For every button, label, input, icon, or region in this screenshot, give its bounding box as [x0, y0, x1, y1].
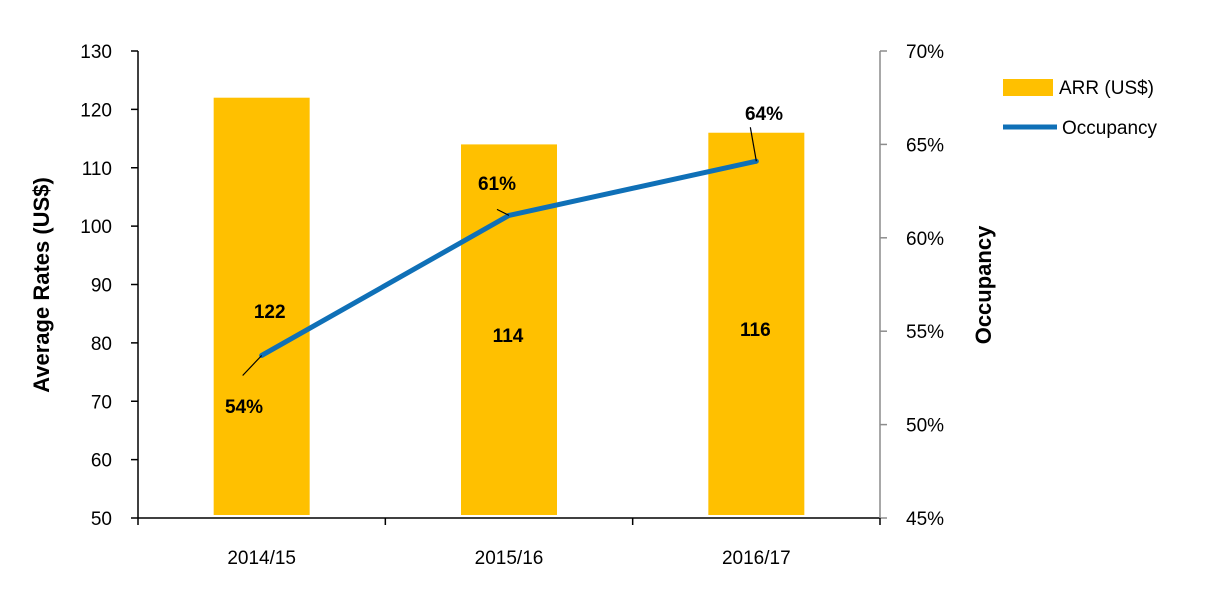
bar-value-label: 116: [740, 320, 771, 341]
right-tick-label: 50%: [906, 416, 944, 437]
bar-2014-15: [213, 97, 310, 515]
left-tick-label: 120: [80, 100, 112, 121]
left-axis-title: Average Rates (US$): [29, 177, 54, 393]
right-axis-title: Occupancy: [971, 225, 996, 344]
bar-value-label: 122: [254, 302, 286, 323]
occupancy-value-label: 61%: [478, 174, 516, 195]
legend-label-occupancy: Occupancy: [1062, 118, 1158, 139]
left-tick-label: 50: [91, 509, 112, 530]
occupancy-leader-line: [749, 127, 757, 162]
left-tick-label: 70: [91, 392, 112, 413]
left-tick-label: 90: [91, 276, 112, 297]
left-tick-label: 100: [80, 217, 112, 238]
occupancy-value-label: 54%: [225, 397, 263, 418]
x-tick-label: 2016/17: [722, 548, 791, 569]
legend-swatch-arr: [1003, 79, 1053, 96]
occupancy-leader-line: [242, 355, 263, 376]
bar-2016-17: [708, 132, 805, 515]
right-tick-label: 60%: [906, 229, 944, 250]
legend-label-arr: ARR (US$): [1059, 78, 1154, 99]
right-tick-label: 45%: [906, 509, 944, 530]
occupancy-leader-line: [496, 208, 510, 216]
x-tick-label: 2015/16: [475, 548, 544, 569]
right-tick-label: 65%: [906, 135, 944, 156]
left-tick-label: 130: [80, 42, 112, 63]
left-tick-label: 80: [91, 334, 112, 355]
x-tick-label: 2014/15: [227, 548, 296, 569]
left-tick-label: 110: [82, 159, 112, 180]
occupancy-value-label: 64%: [745, 104, 783, 125]
left-tick-label: 60: [91, 451, 112, 472]
right-tick-label: 70%: [906, 42, 944, 63]
bar-value-label: 114: [493, 326, 524, 347]
right-tick-label: 55%: [906, 322, 944, 343]
